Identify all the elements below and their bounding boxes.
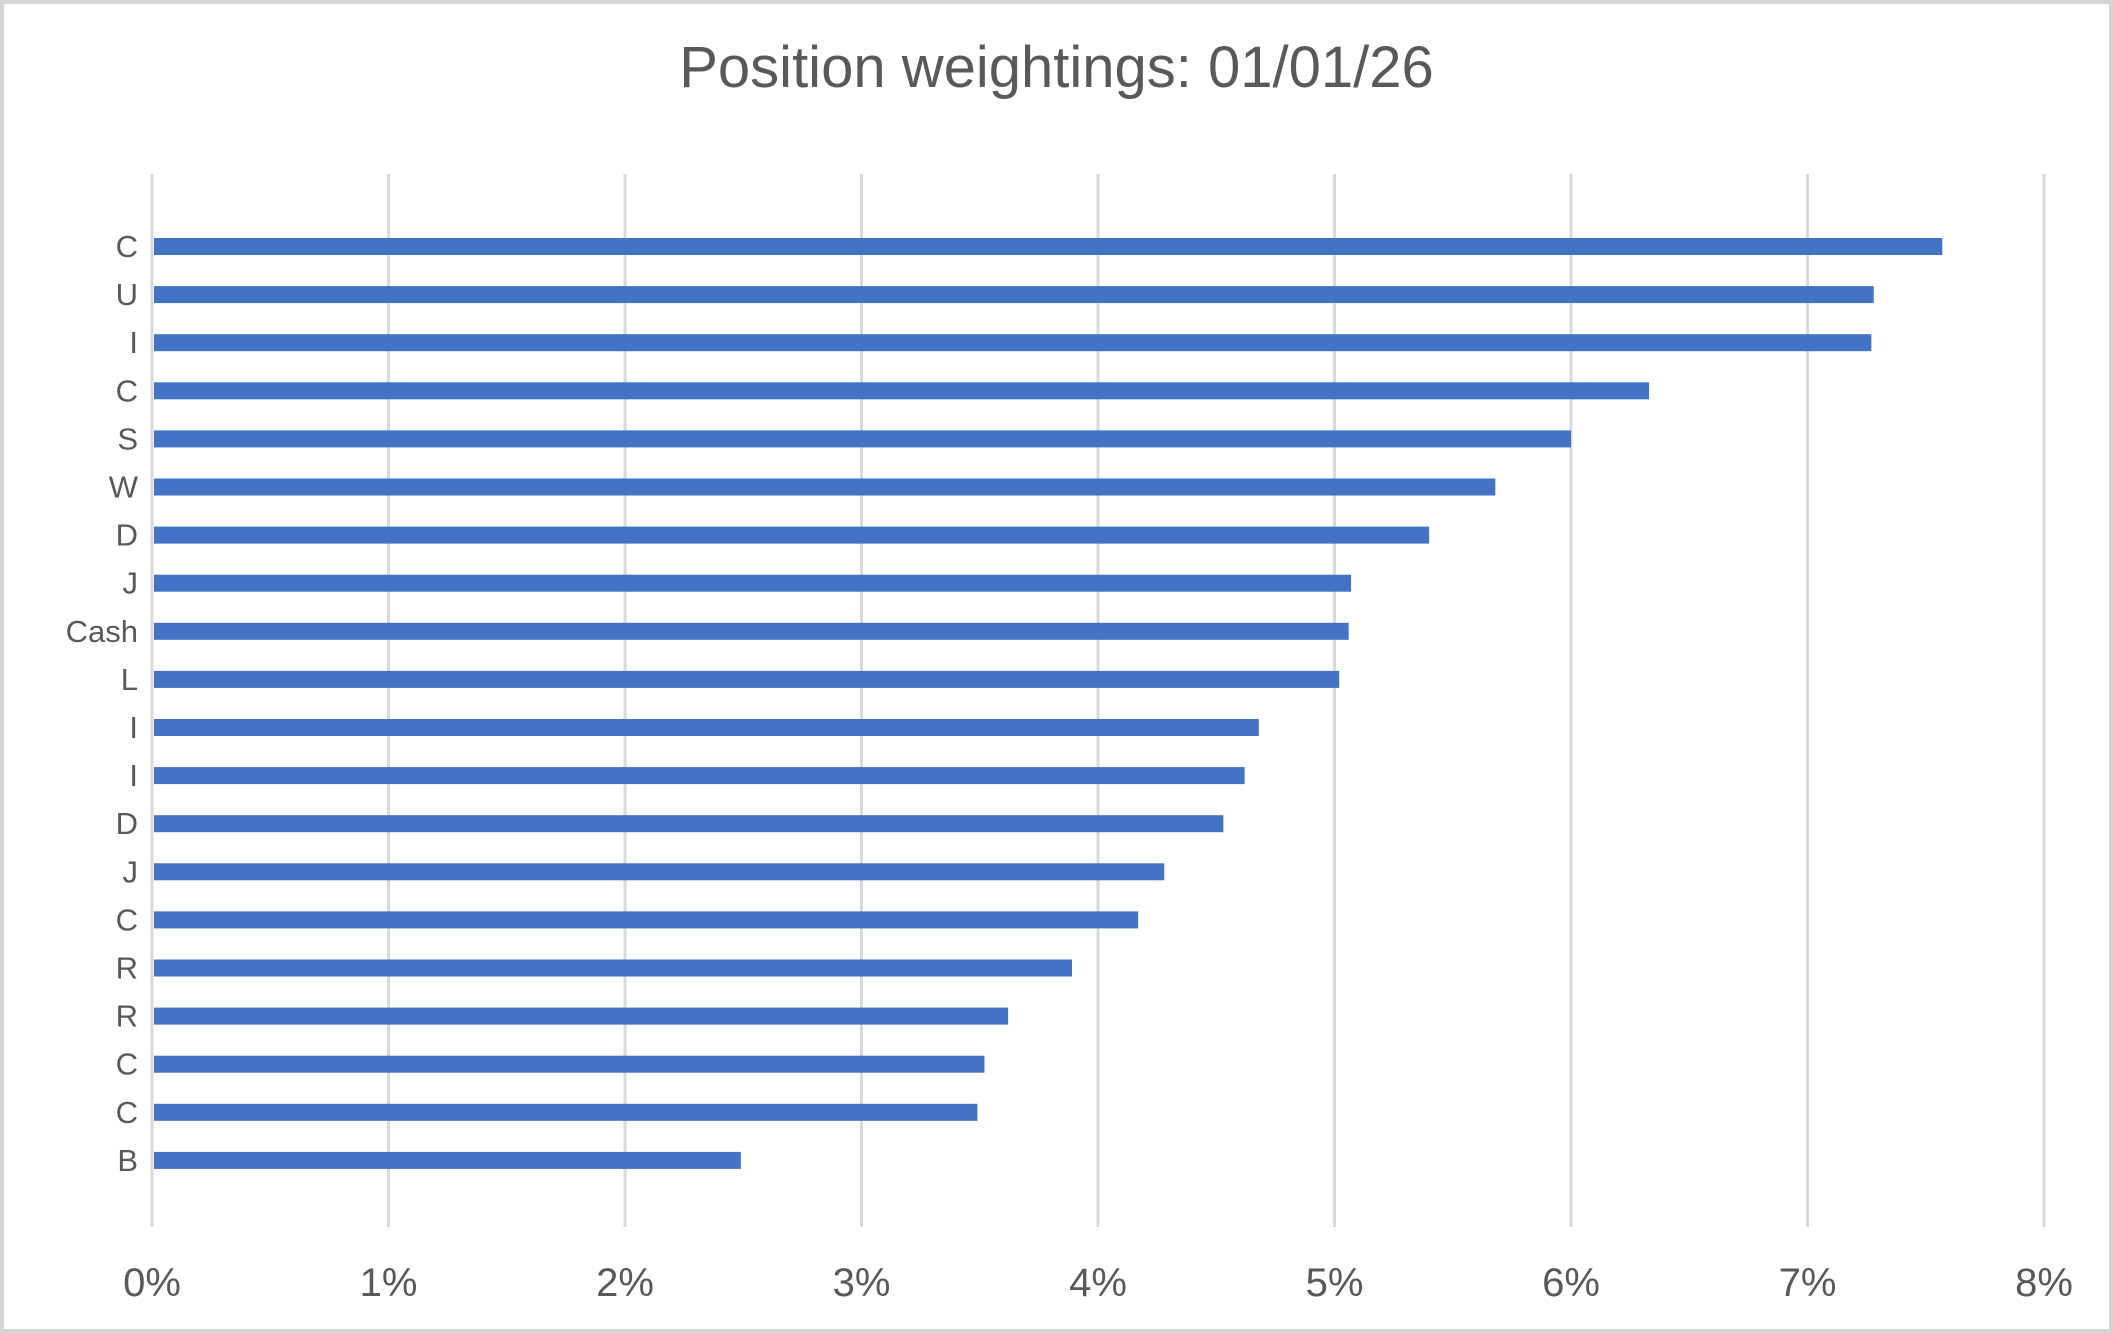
x-axis-label: 5% — [1306, 1261, 1364, 1305]
chart-title: Position weightings: 01/01/26 — [679, 35, 1434, 100]
bar — [154, 478, 1496, 496]
y-axis-label: B — [117, 1143, 138, 1178]
y-axis-label: S — [117, 421, 138, 456]
x-axis-labels: 0% 1% 2% 3% 4% 5% 6% 7% 8% — [123, 1261, 2073, 1305]
y-axis-label: L — [121, 662, 138, 697]
x-axis-label: 8% — [2015, 1261, 2073, 1305]
bars — [154, 238, 1943, 1169]
bar — [154, 863, 1165, 881]
y-axis-label: C — [116, 1095, 138, 1130]
x-axis-label: 3% — [833, 1261, 891, 1305]
bar — [154, 430, 1571, 448]
y-axis-label: R — [116, 951, 138, 986]
bar — [154, 1151, 741, 1169]
y-axis-label: W — [109, 470, 139, 505]
y-axis-label: C — [116, 373, 138, 408]
bar — [154, 334, 1872, 352]
bar — [154, 1055, 985, 1073]
bar — [154, 911, 1139, 929]
y-axis-label: R — [116, 999, 138, 1034]
bar — [154, 1103, 978, 1121]
bar — [154, 286, 1874, 304]
bar — [154, 815, 1224, 833]
bar — [154, 767, 1245, 785]
bar — [154, 238, 1943, 255]
y-axis-label: D — [116, 518, 138, 553]
y-axis-label: J — [123, 854, 139, 889]
y-axis-label: I — [129, 710, 138, 745]
bar — [154, 1007, 1009, 1025]
bar — [154, 526, 1430, 544]
bar — [154, 719, 1259, 736]
x-axis-label: 1% — [360, 1261, 418, 1305]
x-axis-label: 2% — [596, 1261, 654, 1305]
y-axis-label: J — [123, 566, 139, 601]
bar — [154, 959, 1072, 977]
bar — [154, 670, 1340, 688]
y-axis-label: C — [116, 1047, 138, 1082]
bar — [154, 382, 1650, 400]
x-axis-label: 4% — [1069, 1261, 1127, 1305]
x-axis-label: 7% — [1779, 1261, 1837, 1305]
y-axis-label: I — [129, 325, 138, 360]
y-axis-label: Cash — [66, 614, 138, 649]
x-axis-label: 0% — [123, 1261, 181, 1305]
x-axis-label: 6% — [1542, 1261, 1600, 1305]
y-axis-label: I — [129, 758, 138, 793]
y-axis-label: C — [116, 902, 138, 937]
bar — [154, 622, 1349, 640]
y-axis-label: U — [116, 277, 138, 312]
y-axis-label: C — [116, 229, 138, 264]
y-axis-label: D — [116, 806, 138, 841]
bar — [154, 574, 1352, 592]
